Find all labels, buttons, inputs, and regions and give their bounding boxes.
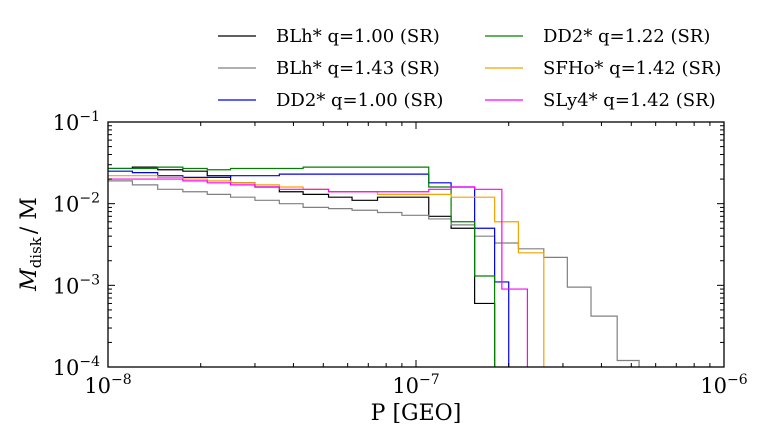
y-tick-label-exp: −1 bbox=[79, 109, 100, 125]
legend-label: SFHo* q=1.42 (SR) bbox=[543, 58, 721, 79]
series-sly4-q-1-42-sr bbox=[108, 178, 529, 367]
legend-entry-blh-q-1-00-sr: BLh* q=1.00 (SR) bbox=[218, 26, 440, 47]
y-tick-label-exp: −2 bbox=[79, 191, 100, 207]
series-blh-q-1-43-sr bbox=[108, 180, 640, 367]
legend-label: DD2* q=1.22 (SR) bbox=[543, 26, 710, 47]
legend-entry-blh-q-1-43-sr: BLh* q=1.43 (SR) bbox=[218, 58, 440, 79]
legend-label: DD2* q=1.00 (SR) bbox=[276, 90, 443, 111]
y-axis-label-main: M bbox=[17, 268, 42, 292]
series-layer bbox=[108, 166, 640, 367]
series-blh-q-1-00-sr bbox=[108, 166, 496, 367]
legend-label: SLy4* q=1.42 (SR) bbox=[543, 90, 716, 111]
y-tick-label: 10−4 bbox=[53, 354, 100, 380]
y-tick-label-exp: −4 bbox=[79, 354, 100, 370]
x-tick-label-base: 10 bbox=[700, 374, 727, 398]
y-axis-label-tail: / M bbox=[17, 197, 42, 234]
y-axis-label: Mdisk / M bbox=[17, 197, 45, 292]
y-tick-label-exp: −3 bbox=[79, 272, 100, 288]
x-tick-label: 10−6 bbox=[700, 372, 747, 398]
x-tick-label-exp: −7 bbox=[419, 372, 440, 388]
x-tick-label-base: 10 bbox=[84, 374, 111, 398]
legend-label: BLh* q=1.43 (SR) bbox=[276, 58, 440, 79]
legend-entry-sfho-q-1-42-sr: SFHo* q=1.42 (SR) bbox=[485, 58, 721, 79]
x-tick-label-exp: −8 bbox=[111, 372, 132, 388]
x-tick-label: 10−7 bbox=[392, 372, 439, 398]
x-tick-label: 10−8 bbox=[84, 372, 131, 398]
series-dd2-q-1-00-sr bbox=[108, 170, 510, 367]
x-tick-label-base: 10 bbox=[392, 374, 419, 398]
y-tick-label-base: 10 bbox=[53, 274, 80, 298]
legend-label: BLh* q=1.00 (SR) bbox=[276, 26, 440, 47]
legend-entry-dd2-q-1-22-sr: DD2* q=1.22 (SR) bbox=[485, 26, 710, 47]
x-tick-label-exp: −6 bbox=[727, 372, 748, 388]
series-dd2-q-1-22-sr bbox=[108, 166, 496, 367]
y-tick-label-base: 10 bbox=[53, 356, 80, 380]
y-tick-label-base: 10 bbox=[53, 111, 80, 135]
y-tick-label-base: 10 bbox=[53, 193, 80, 217]
y-axis-label-sub: disk bbox=[27, 236, 45, 268]
tick-layer: 10−8 10−7 10−610−410−310−210−1 bbox=[53, 109, 748, 398]
y-tick-label: 10−1 bbox=[53, 109, 100, 135]
legend-entry-sly4-q-1-42-sr: SLy4* q=1.42 (SR) bbox=[485, 90, 716, 111]
legend: BLh* q=1.00 (SR) BLh* q=1.43 (SR) DD2* q=1… bbox=[218, 26, 721, 111]
plot-frame bbox=[107, 121, 725, 368]
legend-entry-dd2-q-1-00-sr: DD2* q=1.00 (SR) bbox=[218, 90, 443, 111]
y-tick-label: 10−3 bbox=[53, 272, 100, 298]
x-axis-label: P [GEO] bbox=[371, 401, 462, 426]
y-tick-label: 10−2 bbox=[53, 191, 100, 217]
